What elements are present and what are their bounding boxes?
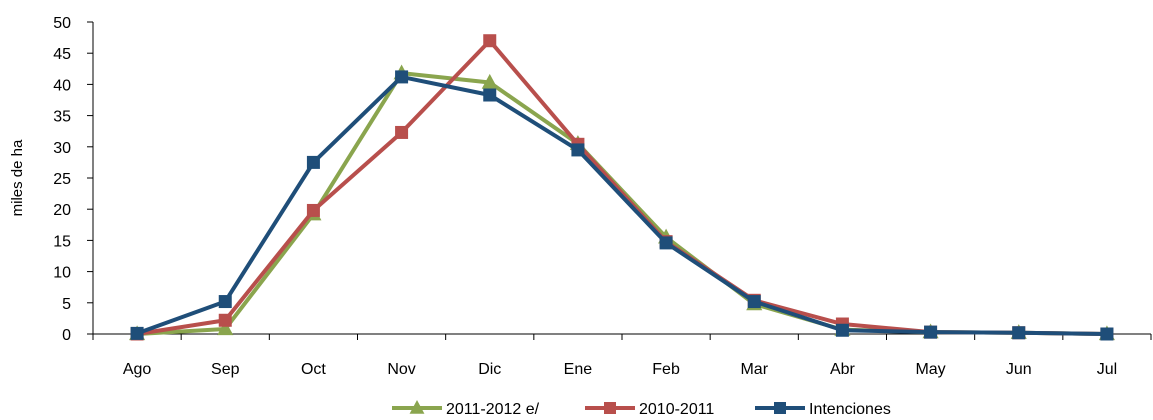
x-tick-label: Abr bbox=[830, 361, 856, 378]
x-tick-label: Nov bbox=[387, 361, 415, 378]
data-point bbox=[218, 295, 232, 309]
x-tick-label: Feb bbox=[652, 361, 680, 378]
y-tick-label: 40 bbox=[53, 77, 71, 94]
data-point bbox=[483, 34, 497, 48]
series-layer bbox=[129, 34, 1115, 341]
legend-label: 2011-2012 e/ bbox=[446, 401, 540, 418]
data-point bbox=[306, 203, 320, 217]
y-tick-label: 35 bbox=[53, 109, 71, 126]
x-ticks: Ago Sep Oct Nov Dic Ene Feb Mar Abr May Jun Jul bbox=[92, 334, 1152, 378]
series-1 bbox=[129, 64, 1115, 341]
y-tick-label: 30 bbox=[53, 140, 71, 157]
x-tick-label: Sep bbox=[211, 361, 240, 378]
x-tick-label: Oct bbox=[301, 361, 326, 378]
legend-label: Intenciones bbox=[809, 401, 891, 418]
y-axis-title: miles de ha bbox=[9, 139, 26, 216]
y-tick-label: 10 bbox=[53, 265, 71, 282]
series-2 bbox=[130, 34, 1114, 341]
series-line bbox=[135, 71, 1109, 336]
data-point bbox=[483, 88, 497, 102]
y-tick-label: 25 bbox=[53, 171, 71, 188]
data-point bbox=[395, 70, 409, 84]
legend-marker bbox=[409, 400, 425, 414]
y-tick-label: 0 bbox=[62, 327, 71, 344]
data-point bbox=[659, 236, 673, 250]
y-tick-label: 15 bbox=[53, 233, 71, 250]
data-point bbox=[835, 323, 849, 337]
x-tick-label: Mar bbox=[740, 361, 768, 378]
x-tick-label: May bbox=[915, 361, 945, 378]
legend-marker bbox=[604, 402, 616, 414]
series-3 bbox=[130, 70, 1114, 341]
data-point bbox=[1012, 326, 1026, 340]
data-point bbox=[395, 125, 409, 139]
x-tick-label: Jul bbox=[1097, 361, 1117, 378]
legend-marker bbox=[774, 402, 786, 414]
y-tick-label: 45 bbox=[53, 46, 71, 63]
data-point bbox=[747, 295, 761, 309]
series-line bbox=[135, 74, 1109, 336]
y-ticks: 0 5 10 15 20 25 30 35 40 45 50 bbox=[53, 15, 93, 344]
legend-label: 2010-2011 bbox=[639, 401, 714, 418]
x-tick-label: Ago bbox=[123, 361, 152, 378]
legend-item: 2010-2011 bbox=[585, 401, 714, 418]
data-point bbox=[1100, 327, 1114, 341]
x-tick-label: Jun bbox=[1006, 361, 1032, 378]
data-point bbox=[571, 143, 585, 157]
data-point bbox=[481, 73, 498, 89]
data-point bbox=[218, 313, 232, 327]
series-line bbox=[135, 38, 1109, 336]
data-point bbox=[130, 326, 144, 340]
x-tick-label: Dic bbox=[478, 361, 501, 378]
x-tick-label: Ene bbox=[564, 361, 593, 378]
legend: 2011-2012 e/2010-2011 Intenciones bbox=[392, 400, 891, 418]
y-tick-label: 20 bbox=[53, 202, 71, 219]
y-tick-label: 5 bbox=[62, 296, 71, 313]
legend-item: 2011-2012 e/ bbox=[392, 400, 540, 418]
data-point bbox=[924, 325, 938, 339]
data-point bbox=[306, 155, 320, 169]
y-tick-label: 50 bbox=[53, 15, 71, 32]
legend-item: Intenciones bbox=[755, 401, 891, 418]
data-point bbox=[217, 320, 234, 336]
